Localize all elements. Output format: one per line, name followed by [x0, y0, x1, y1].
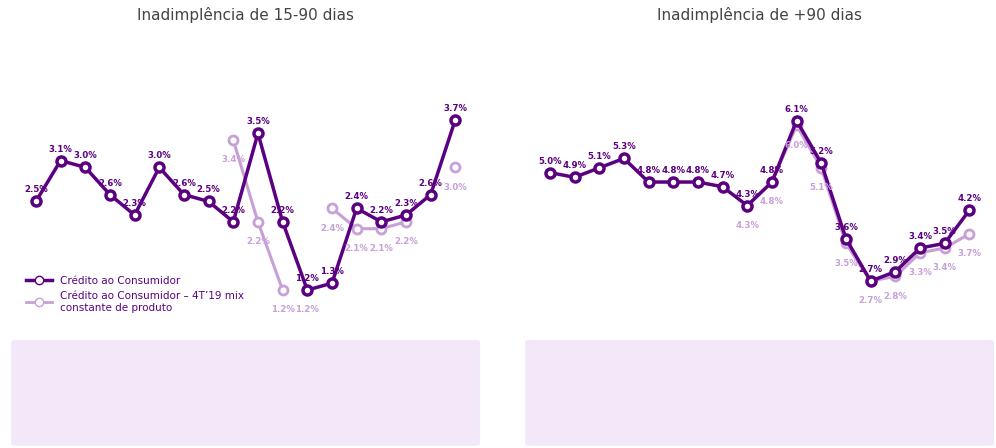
Text: 2.4%: 2.4%: [320, 224, 344, 233]
Title: Inadimplência de +90 dias: Inadimplência de +90 dias: [657, 7, 863, 23]
Text: 3.0%: 3.0%: [74, 151, 98, 160]
Text: 6.1%: 6.1%: [785, 105, 809, 114]
Text: 4.3%: 4.3%: [735, 221, 759, 230]
Text: 2.2%: 2.2%: [221, 206, 245, 215]
Text: 3.0%: 3.0%: [443, 183, 467, 192]
Text: 2.5%: 2.5%: [197, 185, 220, 194]
Text: 2.9%: 2.9%: [883, 256, 907, 265]
Text: 1.2%: 1.2%: [296, 274, 320, 283]
Text: 2.1%: 2.1%: [345, 244, 369, 253]
Text: 4.8%: 4.8%: [760, 197, 784, 207]
Text: 5.1%: 5.1%: [588, 152, 612, 161]
Text: 3.7%: 3.7%: [957, 249, 981, 258]
Text: 2.7%: 2.7%: [859, 297, 882, 306]
Text: 2.1%: 2.1%: [370, 244, 393, 253]
Text: 4.7%: 4.7%: [710, 171, 735, 180]
Text: 2.2%: 2.2%: [246, 237, 270, 246]
Legend: Crédito ao Consumidor, Crédito ao Consumidor – 4T’19 mix
constante de produto: Crédito ao Consumidor, Crédito ao Consum…: [21, 271, 248, 317]
Text: 5.2%: 5.2%: [810, 147, 834, 156]
Title: Inadimplência de 15-90 dias: Inadimplência de 15-90 dias: [137, 7, 355, 23]
Text: Ajustado para a sazonalidade e mix de produtos, NPLs
15-90+ permaneceram inalter: Ajustado para a sazonalidade e mix de pr…: [65, 379, 426, 407]
Text: 2.6%: 2.6%: [172, 179, 196, 188]
Text: 1.3%: 1.3%: [320, 267, 344, 276]
Text: 2.3%: 2.3%: [394, 199, 418, 208]
Text: 3.6%: 3.6%: [834, 223, 858, 232]
Text: 3.5%: 3.5%: [834, 258, 858, 267]
Text: 5.0%: 5.0%: [538, 157, 562, 166]
Text: 2.6%: 2.6%: [98, 179, 122, 188]
Text: 1.2%: 1.2%: [296, 305, 320, 314]
Text: 4.3%: 4.3%: [735, 190, 759, 198]
Text: 6.0%: 6.0%: [785, 141, 809, 150]
Text: 3.5%: 3.5%: [933, 228, 956, 237]
Text: 3.5%: 3.5%: [246, 117, 270, 126]
Text: 4.8%: 4.8%: [636, 166, 660, 175]
Text: 3.4%: 3.4%: [932, 263, 956, 272]
Text: 2.8%: 2.8%: [883, 292, 907, 301]
Text: 2.4%: 2.4%: [345, 192, 369, 201]
Text: 3.3%: 3.3%: [908, 268, 932, 277]
Text: 2.6%: 2.6%: [418, 179, 442, 188]
Text: 2.5%: 2.5%: [24, 185, 48, 194]
Text: 4.2%: 4.2%: [957, 194, 981, 203]
Text: 3.7%: 3.7%: [443, 103, 467, 113]
Text: 5.3%: 5.3%: [612, 142, 635, 151]
Text: 3.1%: 3.1%: [49, 145, 73, 154]
Text: 3.0%: 3.0%: [147, 151, 171, 160]
Text: 3.4%: 3.4%: [908, 232, 932, 241]
Text: 1.2%: 1.2%: [271, 305, 295, 314]
Text: 5.1%: 5.1%: [810, 183, 834, 192]
Text: 2.7%: 2.7%: [859, 265, 882, 274]
Text: 4.8%: 4.8%: [661, 166, 685, 175]
Text: 4.8%: 4.8%: [686, 166, 710, 175]
Text: 2.3%: 2.3%: [123, 199, 146, 208]
Text: 2.2%: 2.2%: [394, 237, 418, 246]
Text: 2.2%: 2.2%: [271, 206, 295, 215]
Text: Ajustado para a sazonalidade e mix de produtos, NPLs
90+ aumentaram 30 bps, em l: Ajustado para a sazonalidade e mix de pr…: [579, 379, 940, 407]
Text: 3.4%: 3.4%: [221, 155, 245, 164]
Text: 4.9%: 4.9%: [563, 161, 587, 170]
Text: 2.2%: 2.2%: [370, 206, 393, 215]
Text: 4.8%: 4.8%: [760, 166, 784, 175]
